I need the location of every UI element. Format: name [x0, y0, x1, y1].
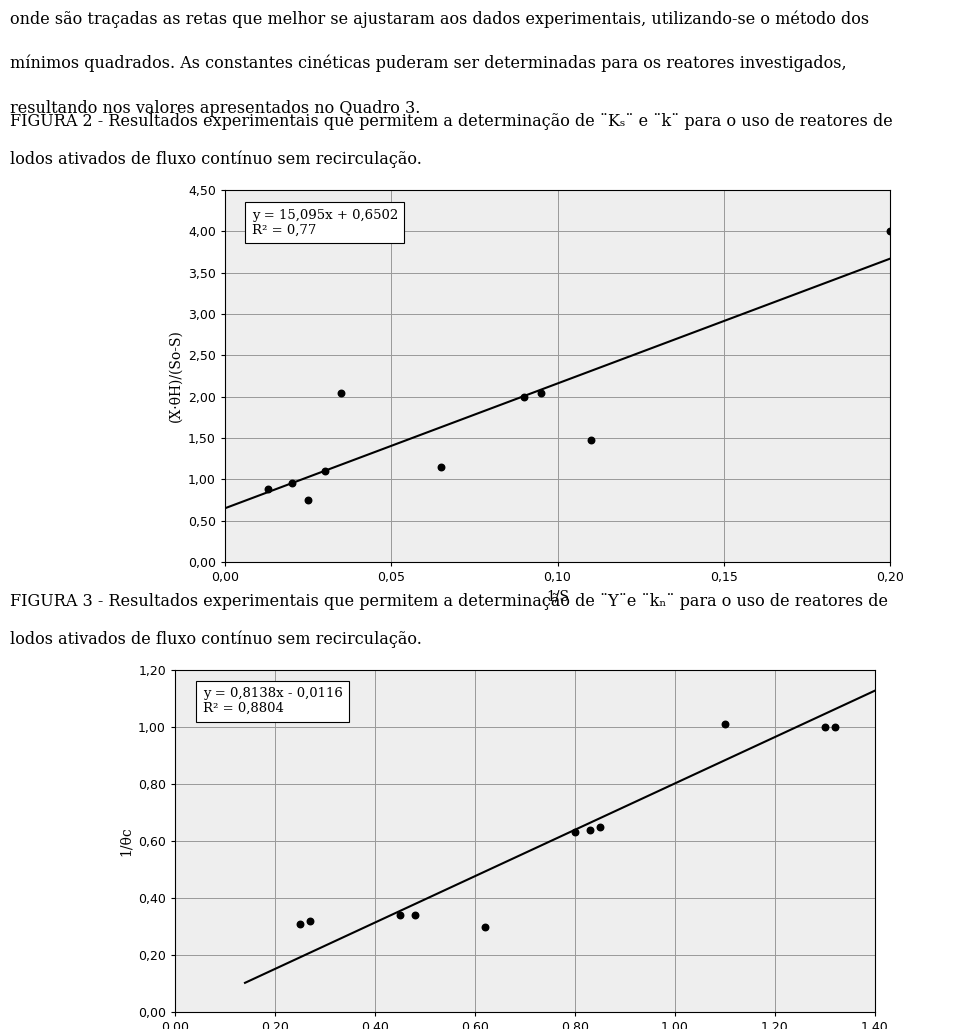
Text: FIGURA 3 - Resultados experimentais que permitem a determinação de ¨Y¨e ¨kₙ¨ par: FIGURA 3 - Resultados experimentais que …: [10, 593, 888, 610]
Text: lodos ativados de fluxo contínuo sem recirculação.: lodos ativados de fluxo contínuo sem rec…: [10, 150, 421, 168]
Point: [407, 907, 422, 923]
Point: [393, 907, 408, 923]
Y-axis label: 1/θc: 1/θc: [118, 826, 132, 856]
Point: [334, 384, 349, 400]
Point: [260, 481, 276, 497]
Text: resultando nos valores apresentados no Quadro 3.: resultando nos valores apresentados no Q…: [10, 100, 420, 117]
Text: lodos ativados de fluxo contínuo sem recirculação.: lodos ativados de fluxo contínuo sem rec…: [10, 631, 421, 648]
Text: onde são traçadas as retas que melhor se ajustaram aos dados experimentais, util: onde são traçadas as retas que melhor se…: [10, 10, 869, 28]
Y-axis label: (X·θH)/(So-S): (X·θH)/(So-S): [168, 329, 182, 423]
Point: [292, 916, 307, 932]
Point: [317, 463, 332, 480]
Point: [477, 918, 492, 934]
Point: [302, 913, 318, 929]
Point: [533, 384, 548, 400]
X-axis label: 1/S: 1/S: [546, 590, 569, 604]
Text: y = 0,8138x - 0,0116
R² = 0,8804: y = 0,8138x - 0,0116 R² = 0,8804: [203, 687, 343, 715]
Point: [592, 818, 608, 835]
Point: [434, 459, 449, 475]
Point: [828, 719, 843, 736]
Point: [583, 431, 598, 448]
Point: [817, 719, 832, 736]
Point: [516, 388, 532, 404]
Point: [882, 223, 898, 240]
Text: mínimos quadrados. As constantes cinéticas puderam ser determinadas para os reat: mínimos quadrados. As constantes cinétic…: [10, 55, 847, 72]
Text: y = 15,095x + 0,6502
R² = 0,77: y = 15,095x + 0,6502 R² = 0,77: [252, 209, 397, 237]
Point: [567, 824, 583, 841]
Point: [717, 716, 732, 733]
Point: [284, 475, 300, 492]
Text: FIGURA 2 - Resultados experimentais que permitem a determinação de ¨Kₛ¨ e ¨k¨ pa: FIGURA 2 - Resultados experimentais que …: [10, 113, 893, 130]
Point: [300, 492, 316, 508]
Point: [583, 821, 598, 838]
